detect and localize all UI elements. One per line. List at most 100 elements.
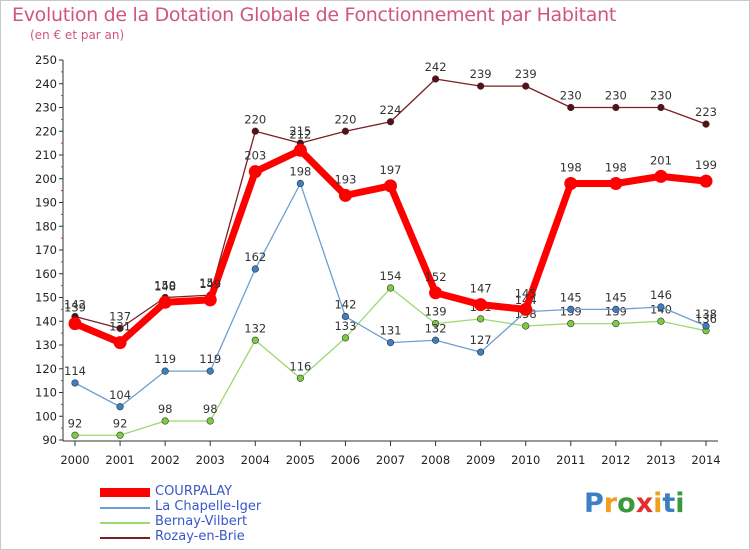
data-point-bernay-vilbert [341,334,350,342]
legend-label-courpalay: COURPALAY [155,484,233,499]
y-tick-label: 170 [35,243,57,257]
data-label-rozay-en-brie: 220 [244,112,266,126]
data-point-courpalay [564,177,578,190]
legend-item-rozay-en-brie: Rozay-en-Brie [100,529,360,545]
data-point-bernay-vilbert [161,417,169,425]
data-point-rozay-en-brie [341,127,350,135]
data-point-bernay-vilbert [431,320,440,328]
x-tick-label: 2003 [196,453,225,467]
data-label-courpalay: 197 [380,163,402,177]
x-tick-label: 2011 [556,453,585,467]
data-label-courpalay: 131 [109,320,131,334]
x-tick-label: 2007 [376,453,405,467]
logo-letter: i [653,488,663,519]
data-label-bernay-vilbert: 98 [203,402,218,416]
data-point-la-chapelle-iger [71,379,79,387]
data-label-bernay-vilbert: 154 [380,269,402,283]
x-tick-label: 2004 [241,453,270,467]
data-label-rozay-en-brie: 230 [650,89,672,103]
x-tick-label: 2010 [511,453,540,467]
data-label-rozay-en-brie: 215 [289,124,311,138]
data-label-bernay-vilbert: 139 [425,305,447,319]
chart-subtitle: (en € et par an) [30,28,125,42]
data-point-bernay-vilbert [251,336,259,344]
x-tick-label: 2005 [286,453,315,467]
y-tick-label: 140 [35,314,57,328]
data-point-courpalay [474,298,488,312]
y-tick-label: 240 [35,77,57,91]
data-label-la-chapelle-iger: 146 [650,288,672,302]
y-tick-label: 230 [35,101,57,115]
data-point-courpalay [113,336,127,350]
data-label-rozay-en-brie: 239 [515,67,537,81]
data-point-bernay-vilbert [71,431,79,439]
data-point-courpalay [158,295,172,309]
y-tick-label: 90 [42,433,57,447]
y-tick-label: 200 [35,172,57,186]
data-point-rozay-en-brie [386,118,395,126]
data-label-bernay-vilbert: 98 [158,402,173,416]
data-label-courpalay: 139 [64,301,86,315]
data-label-courpalay: 198 [605,161,627,175]
data-label-la-chapelle-iger: 114 [64,364,86,378]
x-tick-label: 2001 [105,453,134,467]
legend-label-bernay-vilbert: Bernay-Vilbert [155,514,248,529]
data-label-la-chapelle-iger: 142 [334,298,356,312]
data-label-courpalay: 152 [425,270,447,284]
data-point-la-chapelle-iger [251,265,259,273]
data-label-la-chapelle-iger: 138 [695,307,717,321]
y-tick-label: 250 [35,53,57,67]
data-point-la-chapelle-iger [206,367,214,375]
data-label-la-chapelle-iger: 132 [425,321,447,335]
data-point-la-chapelle-iger [296,179,304,188]
data-label-la-chapelle-iger: 131 [380,324,402,338]
data-point-la-chapelle-iger [702,322,710,330]
legend-swatch-courpalay [100,488,150,497]
data-point-courpalay [384,179,397,193]
data-label-la-chapelle-iger: 162 [244,250,266,264]
legend-item-bernay-vilbert: Bernay-Vilbert [100,514,360,530]
data-point-la-chapelle-iger [612,305,620,313]
legend-label-la-chapelle-iger: La Chapelle-Iger [155,499,262,514]
legend-swatch-rozay-en-brie [100,537,150,539]
data-label-courpalay: 199 [695,158,717,172]
data-point-courpalay [68,317,82,331]
data-label-rozay-en-brie: 230 [560,89,582,103]
data-point-rozay-en-brie [567,103,575,112]
data-point-la-chapelle-iger [431,336,440,344]
y-tick-label: 190 [35,196,57,210]
data-point-courpalay [248,165,262,179]
data-point-courpalay [338,188,352,202]
data-label-courpalay: 149 [199,277,221,291]
data-point-bernay-vilbert [657,317,665,325]
legend-item-courpalay: COURPALAY [100,484,360,500]
data-label-courpalay: 203 [244,149,266,163]
y-tick-label: 120 [35,362,57,376]
logo-letter: P [584,488,604,519]
data-point-bernay-vilbert [296,374,304,382]
legend-swatch-la-chapelle-iger [100,507,150,509]
data-label-courpalay: 147 [470,282,492,296]
line-chart: 90 100 110 120 130 140 150 160 170 180 190 200 210 22… [35,53,721,467]
data-point-bernay-vilbert [522,322,530,330]
legend: COURPALAY La Chapelle-Iger Bernay-Vilber… [100,484,360,545]
data-label-bernay-vilbert: 92 [68,416,83,430]
legend-swatch-bernay-vilbert [100,522,150,524]
legend-item-la-chapelle-iger: La Chapelle-Iger [100,499,360,515]
data-point-la-chapelle-iger [567,305,575,313]
data-point-courpalay [519,302,533,316]
y-tick-label: 150 [35,291,57,305]
x-tick-label: 2002 [151,453,180,467]
x-tick-label: 2000 [60,453,89,467]
data-label-courpalay: 212 [289,127,311,141]
data-label-la-chapelle-iger: 145 [605,290,627,304]
y-tick-label: 130 [35,338,57,352]
data-point-rozay-en-brie [477,82,485,90]
x-tick-label: 2014 [691,453,720,467]
data-point-rozay-en-brie [431,75,440,83]
data-point-courpalay [699,174,713,188]
data-point-bernay-vilbert [116,431,124,439]
proxiti-logo: Proxiti [584,488,685,519]
y-tick-label: 160 [35,267,57,281]
y-tick-label: 180 [35,219,57,233]
